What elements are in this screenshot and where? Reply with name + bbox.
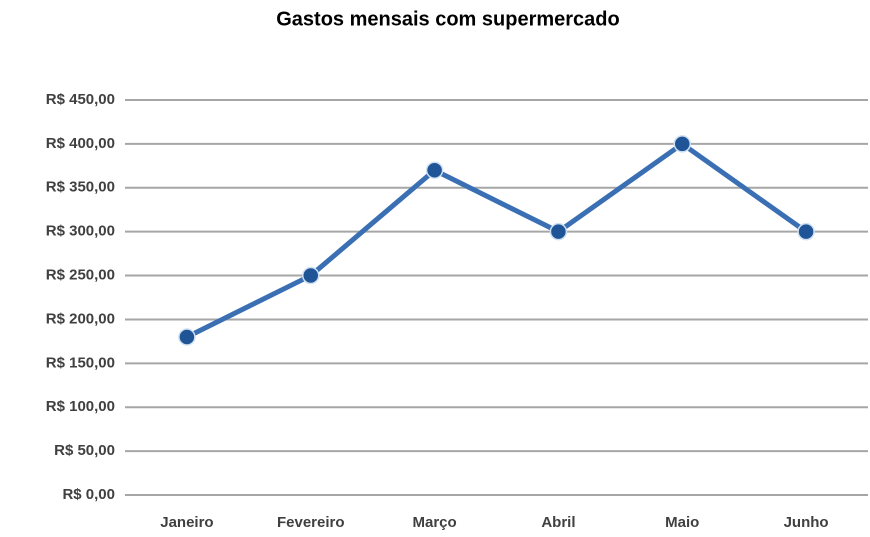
chart-title: Gastos mensais com supermercado — [276, 8, 619, 30]
line — [185, 141, 808, 340]
x-tick-label: Janeiro — [160, 514, 213, 531]
marker — [302, 266, 320, 285]
y-tick-label: R$ 300,00 — [46, 223, 115, 240]
marker — [673, 135, 691, 153]
y-tick-label: R$ 100,00 — [46, 398, 115, 415]
x-tick-label: Fevereiro — [277, 514, 345, 531]
marker — [549, 222, 568, 241]
y-tick-label: R$ 250,00 — [46, 267, 115, 284]
y-tick-label: R$ 150,00 — [46, 354, 115, 371]
x-tick-label: Junho — [784, 514, 829, 531]
x-tick-label: Abril — [541, 514, 575, 531]
marker — [178, 328, 196, 346]
marker — [797, 222, 815, 241]
x-tick-label: Março — [412, 514, 456, 531]
y-tick-label: R$ 50,00 — [54, 442, 115, 459]
x-tick-label: Maio — [665, 514, 699, 531]
y-tick-label: R$ 350,00 — [46, 179, 115, 196]
marker — [425, 161, 444, 179]
y-tick-label: R$ 0,00 — [62, 486, 115, 503]
y-tick-label: R$ 200,00 — [46, 310, 115, 327]
y-tick-label: R$ 400,00 — [46, 135, 115, 152]
y-tick-label: R$ 450,00 — [46, 91, 115, 108]
